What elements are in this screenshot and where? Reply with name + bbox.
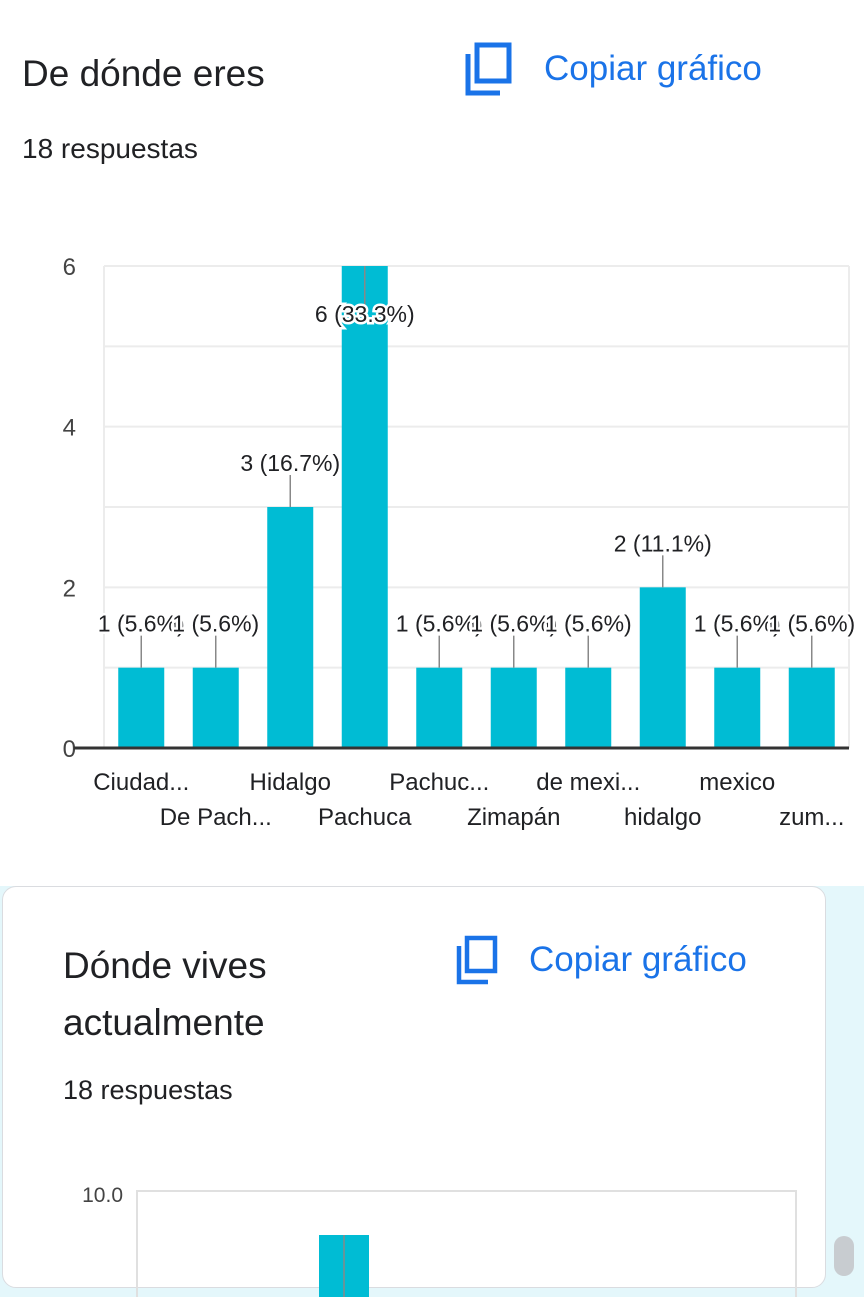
copy-chart-button[interactable]: Copiar gráfico bbox=[455, 935, 747, 985]
bar bbox=[639, 587, 686, 748]
x-tick-label: Zimapán bbox=[467, 804, 560, 831]
response-count: 18 respuestas bbox=[63, 1075, 233, 1105]
question-title-line1: Dónde vives bbox=[63, 945, 267, 986]
x-tick-label: Pachuc... bbox=[389, 769, 489, 796]
y-tick-label: 4 bbox=[63, 415, 76, 442]
bar bbox=[788, 667, 835, 748]
x-tick-label: mexico bbox=[699, 769, 775, 796]
x-tick-label: De Pach... bbox=[160, 804, 272, 831]
y-tick-label: 10.0 bbox=[82, 1184, 123, 1207]
question-title: Dónde vives actualmente bbox=[63, 937, 267, 1051]
response-count: 18 respuestas bbox=[22, 133, 198, 164]
x-tick-label: hidalgo bbox=[624, 804, 701, 831]
x-tick-label: zum... bbox=[779, 804, 844, 831]
data-label: 1 (5.6%) bbox=[694, 611, 781, 637]
bar bbox=[416, 667, 463, 748]
copy-icon bbox=[455, 935, 499, 985]
bar bbox=[565, 667, 612, 748]
data-label: 1 (5.6%) bbox=[98, 611, 185, 637]
y-tick-label: 2 bbox=[63, 575, 76, 602]
chart-card-origin: De dónde eres Copiar gráfico 18 respuest… bbox=[0, 0, 864, 886]
plot-area bbox=[136, 1190, 797, 1297]
data-label: 6 (33.3%) bbox=[315, 301, 415, 327]
y-tick-label: 0 bbox=[63, 736, 76, 763]
copy-icon bbox=[464, 42, 514, 96]
data-label: 1 (5.6%) bbox=[172, 611, 259, 637]
bar-chart-residence: 10.0 bbox=[82, 1184, 797, 1297]
bar bbox=[267, 507, 314, 748]
x-tick-label: Hidalgo bbox=[250, 769, 331, 796]
question-title: De dónde eres bbox=[22, 53, 265, 94]
bar bbox=[192, 667, 239, 748]
x-tick-label: Pachuca bbox=[318, 804, 412, 831]
bar bbox=[118, 667, 165, 748]
question-title-line2: actualmente bbox=[63, 1002, 265, 1043]
data-label: 1 (5.6%) bbox=[396, 611, 483, 637]
data-label: 1 (5.6%) bbox=[470, 611, 557, 637]
x-tick-label: Ciudad... bbox=[93, 769, 189, 796]
bar bbox=[341, 266, 388, 748]
data-label: 3 (16.7%) bbox=[240, 450, 340, 476]
x-tick-label: de mexi... bbox=[536, 769, 640, 796]
bar bbox=[490, 667, 537, 748]
chart-card-residence: Dónde vives actualmente Copiar gráfico 1… bbox=[2, 886, 826, 1297]
data-label: 1 (5.6%) bbox=[768, 611, 855, 637]
copy-chart-label: Copiar gráfico bbox=[544, 49, 762, 88]
copy-chart-label: Copiar gráfico bbox=[529, 940, 747, 979]
scrollbar-handle[interactable] bbox=[834, 1236, 854, 1276]
copy-chart-button[interactable]: Copiar gráfico bbox=[464, 42, 762, 96]
bar bbox=[714, 667, 761, 748]
data-label: 1 (5.6%) bbox=[545, 611, 632, 637]
y-tick-label: 6 bbox=[63, 254, 76, 281]
data-label: 2 (11.1%) bbox=[614, 530, 712, 556]
